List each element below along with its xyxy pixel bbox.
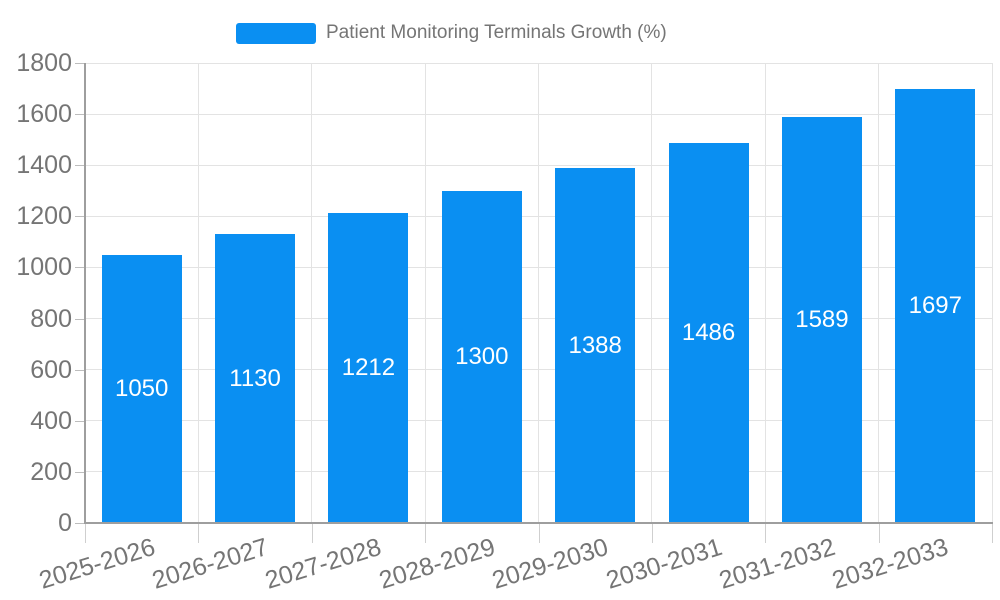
bar[interactable] xyxy=(895,89,976,523)
bar[interactable] xyxy=(215,234,296,523)
x-axis-tick xyxy=(538,523,540,543)
v-gridline xyxy=(764,63,766,523)
y-axis-tick xyxy=(75,165,85,167)
v-gridline xyxy=(651,63,653,523)
v-gridline xyxy=(538,63,539,523)
y-axis-tick xyxy=(75,471,85,473)
y-axis-tick-label: 200 xyxy=(30,457,72,486)
bar-value-label: 1050 xyxy=(114,374,169,402)
x-axis-tick xyxy=(85,523,86,543)
x-axis-tick xyxy=(311,523,313,543)
bar-value-label: 1486 xyxy=(681,319,736,347)
bar[interactable] xyxy=(555,168,636,523)
bar-value-label: 1388 xyxy=(568,331,622,359)
bar-value-label: 1212 xyxy=(341,354,396,382)
y-axis-tick-label: 1000 xyxy=(16,253,72,282)
y-axis-tick-label: 0 xyxy=(58,509,72,537)
x-axis-line xyxy=(84,522,993,524)
bar[interactable] xyxy=(668,143,749,523)
x-axis-tick xyxy=(198,523,200,543)
y-axis-tick xyxy=(75,369,85,371)
bar-value-label: 1697 xyxy=(908,292,962,320)
y-axis-tick xyxy=(75,114,85,116)
v-gridline xyxy=(311,63,313,523)
y-axis-tick-label: 800 xyxy=(30,304,72,333)
y-axis-tick-label: 400 xyxy=(30,406,72,435)
v-gridline xyxy=(991,63,993,523)
bar[interactable] xyxy=(781,116,862,523)
v-gridline xyxy=(424,63,426,523)
y-axis-tick-label: 1400 xyxy=(16,151,72,180)
bar-value-label: 1130 xyxy=(229,364,281,392)
bar-value-label: 1589 xyxy=(795,305,849,333)
legend-item[interactable]: Patient Monitoring Terminals Growth (%) xyxy=(236,22,667,44)
bar-value-label: 1300 xyxy=(455,342,509,370)
y-axis-tick xyxy=(75,267,85,269)
v-gridline xyxy=(197,63,199,523)
y-axis-tick xyxy=(75,318,85,320)
legend-label: Patient Monitoring Terminals Growth (%) xyxy=(326,22,667,43)
legend-swatch-icon xyxy=(236,22,316,44)
x-axis-tick xyxy=(425,523,427,543)
y-axis-line xyxy=(84,63,86,524)
y-axis-tick-label: 1800 xyxy=(16,49,72,77)
bar[interactable] xyxy=(328,213,409,523)
bar[interactable] xyxy=(101,254,182,523)
y-axis-tick xyxy=(75,63,85,64)
x-axis-tick xyxy=(878,523,880,543)
x-axis-tick xyxy=(651,523,653,543)
x-axis-tick xyxy=(765,523,767,543)
y-axis-tick-label: 600 xyxy=(30,355,72,384)
y-axis-tick-label: 1600 xyxy=(16,100,72,129)
y-axis-tick xyxy=(75,216,85,218)
x-axis-tick xyxy=(992,523,993,543)
bar[interactable] xyxy=(441,190,522,523)
y-axis-tick xyxy=(75,523,85,524)
y-axis-tick xyxy=(75,420,85,422)
y-axis-tick-label: 1200 xyxy=(16,202,72,231)
v-gridline xyxy=(878,63,880,523)
